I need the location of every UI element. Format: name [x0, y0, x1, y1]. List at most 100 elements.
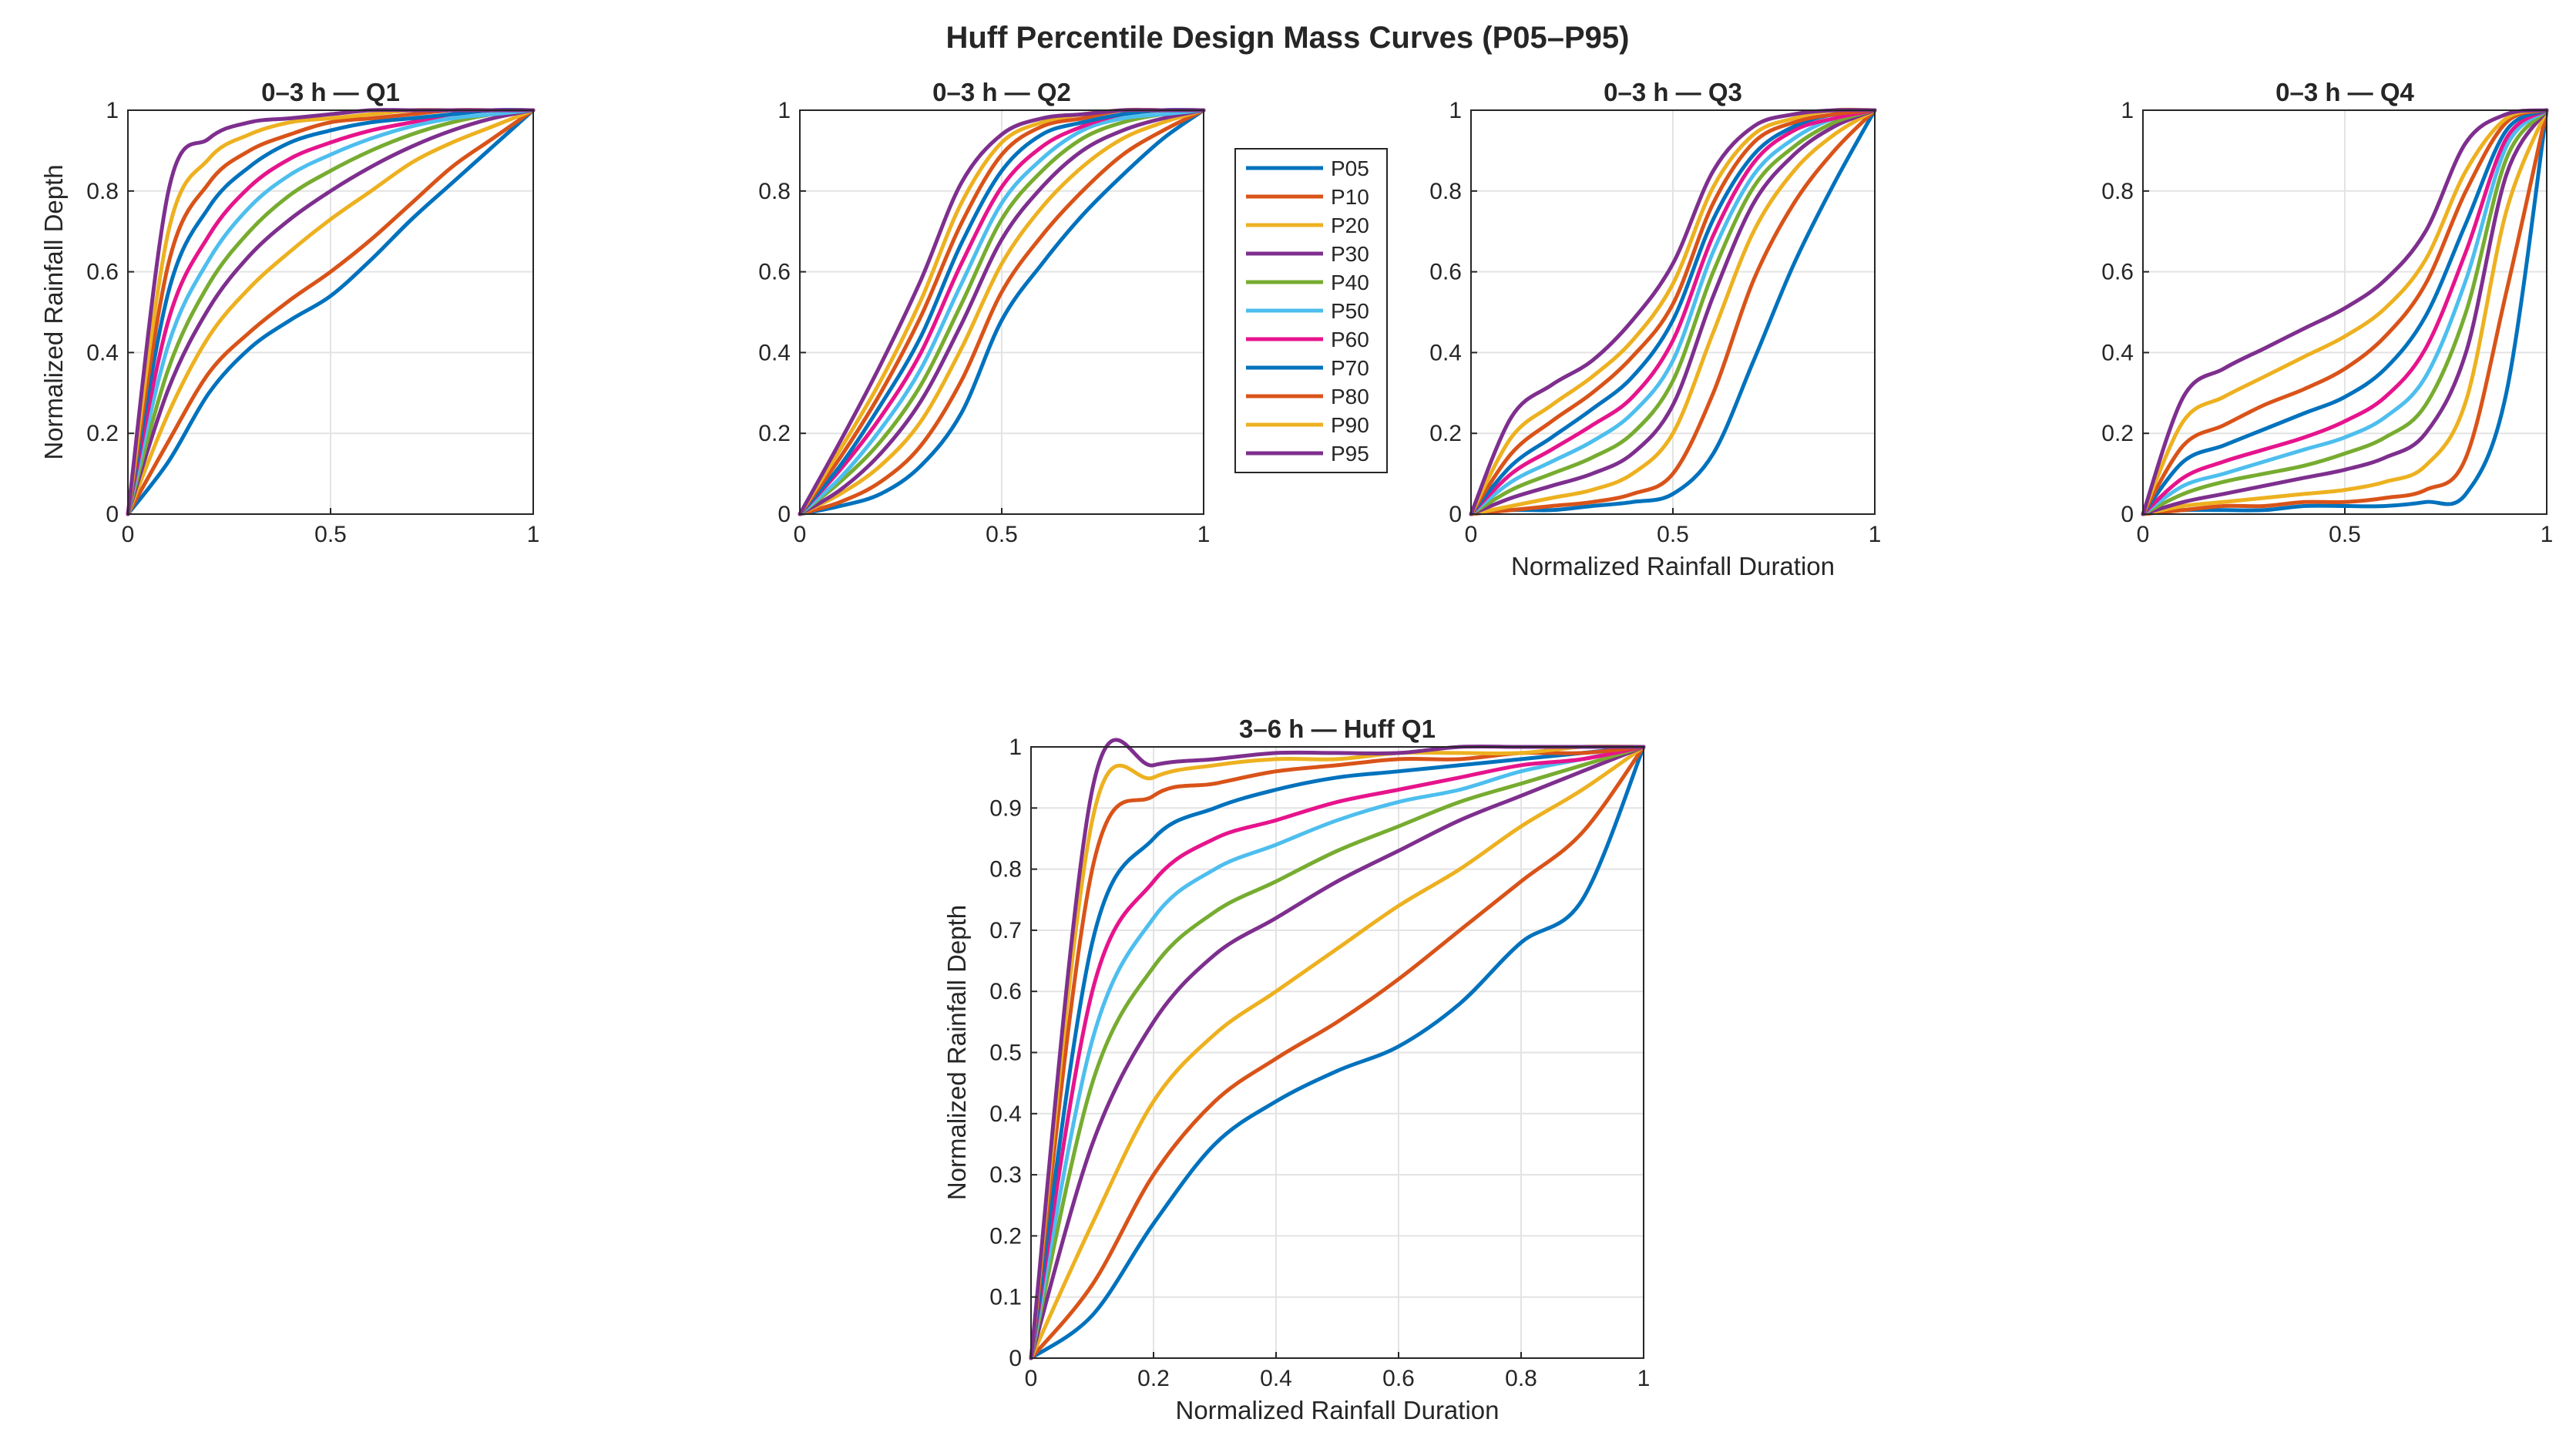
- series-line-p70: [798, 108, 1206, 516]
- series-line-p10: [2141, 108, 2549, 516]
- y-tick-label: 0.6: [989, 979, 1022, 1004]
- y-tick-label: 0.2: [2101, 421, 2134, 446]
- legend-entry-p40: P40: [1246, 271, 1369, 294]
- y-tick-label: 0.8: [989, 857, 1022, 883]
- legend-entry-p05: P05: [1246, 156, 1369, 180]
- y-tick-label: 0.4: [86, 340, 119, 365]
- series-line-p60: [2141, 108, 2549, 516]
- x-tick-label: 0.6: [1382, 1366, 1415, 1391]
- series-line-p70: [2141, 108, 2549, 516]
- x-tick-label: 0: [122, 522, 135, 547]
- subplot-title: 0–3 h — Q1: [261, 78, 400, 106]
- subplot-5: 0 0.2 0.4 0.6 0.8 1 0 0.1 0.2 0.3 0.4 0.5 0.6 0.7 0.8 0…: [942, 715, 1650, 1424]
- series-line-p50: [1029, 745, 1646, 1360]
- y-tick-label: 0: [778, 502, 791, 527]
- legend-entry-p95: P95: [1246, 442, 1369, 466]
- y-tick-label: 0.3: [989, 1162, 1022, 1188]
- y-tick-label: 0.8: [1429, 179, 1462, 204]
- legend-label: P05: [1331, 156, 1369, 180]
- series-line-p40: [126, 108, 536, 516]
- y-tick-label: 0: [106, 502, 119, 527]
- x-tick-label: 0.5: [314, 522, 347, 547]
- subplots-container: 0 0.5 1 0 0.2 0.4 0.6 0.8 1 0–3 h — Q1 Normalized …: [39, 78, 2553, 1424]
- legend-entry-p70: P70: [1246, 356, 1369, 380]
- series-line-p70: [126, 108, 536, 516]
- y-tick-label: 0: [2121, 502, 2134, 527]
- series-line-p30: [2141, 108, 2549, 516]
- series-line-p10: [126, 108, 536, 516]
- legend-label: P95: [1331, 442, 1369, 466]
- x-tick-label: 1: [527, 522, 540, 547]
- x-axis-label: Normalized Rainfall Duration: [1175, 1396, 1499, 1424]
- x-tick-label: 0.2: [1137, 1366, 1170, 1391]
- x-axis-label: Normalized Rainfall Duration: [1511, 552, 1835, 580]
- series-line-p05: [1029, 745, 1646, 1360]
- subplot-2: 0 0.5 1 0 0.2 0.4 0.6 0.8 1 0–3 h — Q2: [758, 78, 1210, 547]
- series-line-p40: [798, 108, 1206, 516]
- x-tick-label: 0: [1025, 1366, 1038, 1391]
- y-tick-label: 0.4: [989, 1101, 1022, 1127]
- series-line-p10: [1469, 108, 1877, 516]
- series-line-p95: [1469, 108, 1877, 516]
- series-line-p90: [2141, 108, 2549, 516]
- subplot-1: 0 0.5 1 0 0.2 0.4 0.6 0.8 1 0–3 h — Q1 Normalized …: [39, 78, 539, 547]
- x-tick-label: 0.5: [986, 522, 1018, 547]
- y-tick-label: 0.6: [758, 260, 791, 285]
- x-tick-label: 0: [1465, 522, 1478, 547]
- subplot-4: 0 0.5 1 0 0.2 0.4 0.6 0.8 1 0–3 h — Q4: [2101, 78, 2553, 547]
- series-line-p10: [798, 108, 1206, 516]
- x-tick-label: 0.5: [2329, 522, 2361, 547]
- y-tick-label: 0: [1009, 1346, 1022, 1371]
- y-tick-label: 0.6: [86, 260, 119, 285]
- legend-label: P30: [1331, 242, 1369, 266]
- y-tick-label: 1: [1009, 735, 1022, 760]
- legend-entry-p60: P60: [1246, 328, 1369, 351]
- series-line-p30: [798, 108, 1206, 516]
- y-tick-label: 0.6: [1429, 260, 1462, 285]
- subplot-title: 0–3 h — Q3: [1604, 78, 1742, 106]
- y-tick-label: 0.7: [989, 918, 1022, 943]
- y-tick-label: 0.2: [989, 1223, 1022, 1249]
- series-line-p20: [126, 108, 536, 516]
- y-tick-label: 0.2: [1429, 421, 1462, 446]
- y-tick-label: 0.4: [2101, 340, 2134, 365]
- series-line-p80: [2141, 108, 2549, 516]
- legend-label: P80: [1331, 385, 1369, 409]
- series-line-p30: [126, 108, 536, 516]
- legend-entry-p50: P50: [1246, 299, 1369, 323]
- series-line-p70: [1029, 745, 1646, 1360]
- series-line-p05: [798, 108, 1206, 516]
- series-line-p20: [1029, 745, 1646, 1360]
- series-line-p60: [1469, 108, 1877, 516]
- y-tick-label: 0.4: [758, 340, 791, 365]
- series-line-p50: [2141, 108, 2549, 516]
- series-line-p50: [126, 108, 536, 516]
- series-line-p10: [1029, 745, 1646, 1360]
- series-line-p20: [1469, 108, 1877, 516]
- subplot-title: 0–3 h — Q2: [932, 78, 1071, 106]
- y-tick-label: 0: [1449, 502, 1462, 527]
- y-tick-label: 0.9: [989, 795, 1022, 821]
- y-tick-label: 0.8: [2101, 179, 2134, 204]
- series-line-p95: [2141, 108, 2549, 516]
- legend-entry-p20: P20: [1246, 214, 1369, 237]
- series-line-p60: [1029, 745, 1646, 1360]
- legend: P05 P10 P20 P30 P40 P50 P60 P70 P80 P90 P95: [1234, 148, 1388, 473]
- series-line-p70: [1469, 108, 1877, 516]
- x-tick-label: 1: [1869, 522, 1882, 547]
- x-tick-label: 0.8: [1505, 1366, 1537, 1391]
- y-tick-label: 0.1: [989, 1285, 1022, 1310]
- series-line-p90: [1029, 744, 1646, 1360]
- legend-label: P40: [1331, 271, 1369, 294]
- subplot-title: 3–6 h — Huff Q1: [1239, 715, 1436, 743]
- x-tick-label: 0.4: [1260, 1366, 1292, 1391]
- x-tick-label: 1: [2541, 522, 2554, 547]
- legend-entry-p30: P30: [1246, 242, 1369, 266]
- series-line-p30: [1469, 108, 1877, 516]
- y-axis-label: Normalized Rainfall Depth: [942, 905, 971, 1200]
- y-tick-label: 1: [2121, 98, 2134, 123]
- legend-label: P10: [1331, 185, 1369, 209]
- series-line-p20: [798, 108, 1206, 516]
- series-line-p05: [2141, 108, 2549, 516]
